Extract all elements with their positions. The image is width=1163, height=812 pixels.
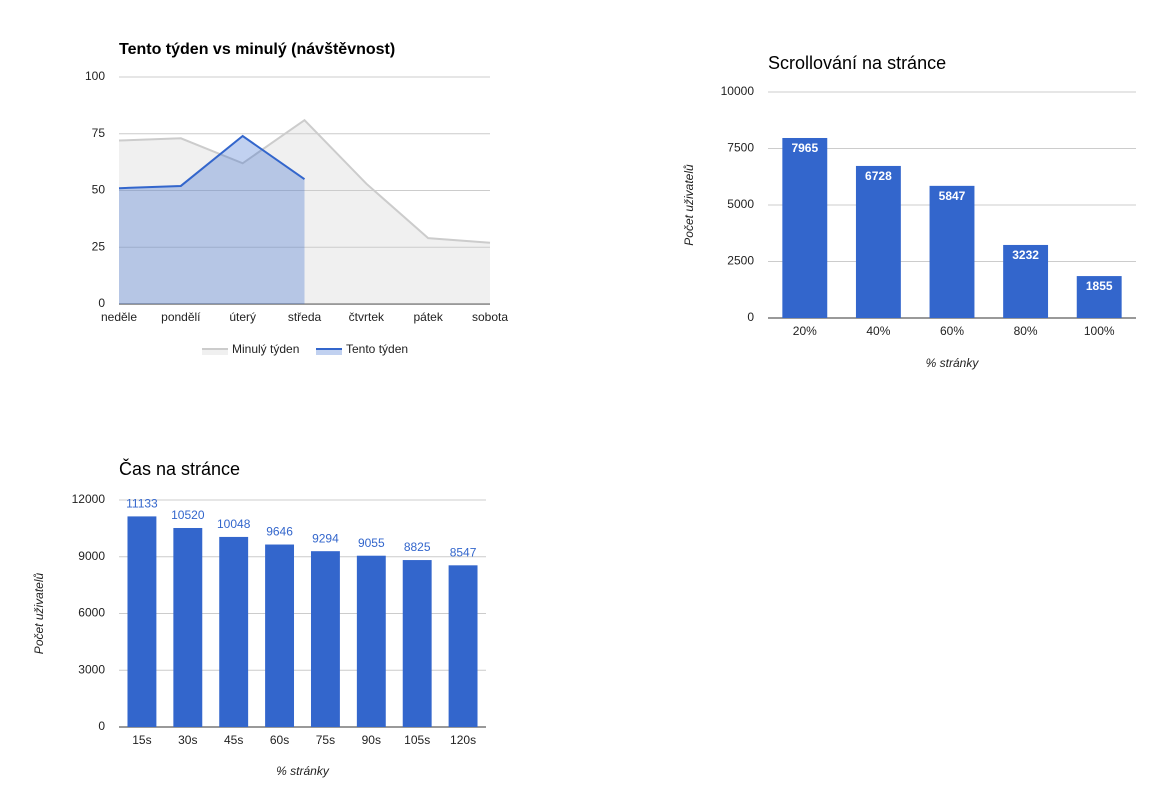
bar bbox=[855, 165, 901, 318]
x-tick-label: čtvrtek bbox=[349, 310, 385, 324]
legend-swatch bbox=[316, 349, 342, 355]
y-tick-label: 0 bbox=[98, 719, 105, 733]
legend-label: Tento týden bbox=[346, 342, 408, 356]
bar bbox=[127, 516, 157, 727]
bar bbox=[310, 551, 340, 727]
x-tick-label: 80% bbox=[1014, 324, 1038, 338]
legend-label: Minulý týden bbox=[232, 342, 299, 356]
x-axis-title: % stránky bbox=[926, 356, 980, 370]
x-tick-label: 20% bbox=[793, 324, 817, 338]
y-tick-label: 7500 bbox=[727, 141, 754, 155]
y-tick-label: 0 bbox=[98, 296, 105, 310]
x-axis-title: % stránky bbox=[276, 764, 330, 778]
x-tick-label: 30s bbox=[178, 733, 197, 747]
y-tick-label: 75 bbox=[92, 126, 106, 140]
x-tick-label: 105s bbox=[404, 733, 430, 747]
data-label: 10520 bbox=[171, 508, 205, 522]
data-label: 3232 bbox=[1012, 248, 1039, 262]
data-label: 8825 bbox=[404, 540, 431, 554]
bar bbox=[265, 544, 295, 727]
data-label: 8547 bbox=[450, 545, 477, 559]
area-fill bbox=[119, 136, 305, 304]
x-tick-label: 100% bbox=[1084, 324, 1115, 338]
y-axis-title: Počet uživatelů bbox=[32, 572, 46, 654]
x-tick-label: 60s bbox=[270, 733, 289, 747]
chart-title: Tento týden vs minulý (návštěvnost) bbox=[119, 41, 395, 58]
bar bbox=[448, 565, 478, 727]
area-fill bbox=[119, 120, 490, 304]
series-line bbox=[118, 134, 306, 190]
x-tick-label: 15s bbox=[132, 733, 151, 747]
bar bbox=[929, 185, 975, 318]
x-tick-label: 40% bbox=[866, 324, 890, 338]
y-tick-label: 9000 bbox=[78, 549, 105, 563]
data-label: 9055 bbox=[358, 536, 385, 550]
y-tick-label: 100 bbox=[85, 69, 105, 83]
bar bbox=[402, 560, 432, 727]
y-tick-label: 10000 bbox=[721, 84, 755, 98]
chart-title: Čas na stránce bbox=[119, 458, 240, 479]
y-tick-label: 12000 bbox=[72, 492, 106, 506]
x-tick-label: 120s bbox=[450, 733, 476, 747]
series-line bbox=[118, 118, 491, 244]
bar bbox=[356, 555, 386, 727]
data-label: 9646 bbox=[266, 525, 293, 539]
bar bbox=[219, 536, 249, 727]
y-tick-label: 2500 bbox=[727, 254, 754, 268]
x-tick-label: pátek bbox=[413, 310, 443, 324]
x-tick-label: 60% bbox=[940, 324, 964, 338]
data-label: 1855 bbox=[1086, 279, 1113, 293]
x-tick-label: 90s bbox=[362, 733, 381, 747]
bar bbox=[173, 527, 203, 727]
bar bbox=[1076, 276, 1122, 318]
chart-title: Scrollování na stránce bbox=[768, 53, 946, 73]
data-label: 7965 bbox=[791, 141, 818, 155]
y-tick-label: 25 bbox=[92, 239, 106, 253]
data-label: 5847 bbox=[939, 189, 966, 203]
y-tick-label: 5000 bbox=[727, 197, 754, 211]
y-tick-label: 3000 bbox=[78, 662, 105, 676]
legend-swatch bbox=[202, 349, 228, 355]
x-tick-label: úterý bbox=[229, 310, 256, 324]
y-tick-label: 6000 bbox=[78, 606, 105, 620]
data-label: 11133 bbox=[126, 497, 158, 511]
x-tick-label: středa bbox=[288, 310, 322, 324]
data-label: 10048 bbox=[217, 517, 251, 531]
x-tick-label: sobota bbox=[472, 310, 508, 324]
bar bbox=[782, 137, 828, 318]
x-tick-label: 75s bbox=[316, 733, 335, 747]
y-tick-label: 50 bbox=[92, 183, 106, 197]
data-label: 6728 bbox=[865, 169, 892, 183]
y-tick-label: 0 bbox=[747, 310, 754, 324]
x-tick-label: pondělí bbox=[161, 310, 201, 324]
x-tick-label: neděle bbox=[101, 310, 137, 324]
bar bbox=[1003, 244, 1049, 318]
y-axis-title: Počet uživatelů bbox=[682, 164, 696, 246]
x-tick-label: 45s bbox=[224, 733, 243, 747]
data-label: 9294 bbox=[312, 531, 339, 545]
